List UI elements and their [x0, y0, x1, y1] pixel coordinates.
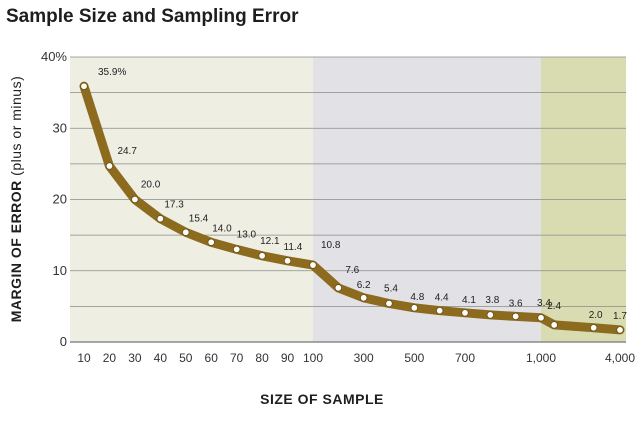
x-tick-label: 60 — [205, 351, 219, 365]
x-tick-label: 100 — [303, 351, 323, 365]
y-tick-label: 20 — [53, 192, 67, 207]
data-label: 14.0 — [212, 223, 232, 234]
series-line — [79, 81, 625, 335]
data-point — [105, 162, 114, 170]
data-label: 2.0 — [589, 310, 603, 321]
data-label: 11.4 — [284, 242, 303, 253]
x-tick-label: 4,000 — [605, 351, 635, 365]
data-point — [80, 82, 88, 90]
data-label: 2.4 — [547, 301, 561, 312]
y-tick-label: 10 — [53, 263, 67, 278]
x-tick-label: 1,000 — [526, 351, 556, 365]
gridlines — [70, 56, 626, 343]
chart-title: Sample Size and Sampling Error — [6, 6, 299, 27]
data-label: 4.4 — [435, 293, 449, 304]
data-point — [550, 321, 558, 329]
x-tick-label: 90 — [281, 351, 295, 365]
y-axis-title-sub: (plus or minus) — [8, 76, 24, 176]
data-labels: 35.9% 24.7 20.017.3 15.414.0 13.012.1 11.4 10.… — [98, 67, 627, 322]
data-point — [385, 299, 393, 308]
x-tick-label: 30 — [128, 351, 142, 365]
y-axis-ticks: 0 10 20 30 40% — [41, 49, 67, 349]
data-point — [156, 215, 165, 223]
data-point — [486, 311, 495, 319]
data-label: 35.9% — [98, 67, 126, 78]
data-point — [537, 314, 545, 322]
data-point — [207, 238, 215, 246]
data-point — [232, 245, 241, 254]
data-point — [461, 309, 469, 317]
data-label: 4.8 — [410, 292, 424, 303]
data-label: 12.1 — [260, 236, 280, 247]
data-label: 1.7 — [613, 311, 627, 322]
data-point — [283, 257, 292, 265]
data-label: 3.6 — [509, 298, 523, 309]
data-label: 13.0 — [237, 229, 257, 240]
data-point — [511, 312, 520, 321]
data-label: 10.8 — [321, 240, 341, 251]
x-tick-label: 40 — [154, 351, 168, 365]
data-label: 6.2 — [357, 280, 371, 291]
data-point — [182, 228, 190, 236]
x-tick-label: 70 — [230, 351, 244, 365]
data-label: 7.6 — [345, 265, 359, 276]
y-axis-title-main: MARGIN OF ERROR — [8, 180, 24, 322]
x-tick-label: 300 — [354, 351, 374, 365]
y-tick-label: 40% — [41, 49, 67, 64]
x-tick-label: 500 — [404, 351, 424, 365]
x-axis-title: SIZE OF SAMPLE — [260, 391, 384, 407]
y-axis-title: MARGIN OF ERROR (plus or minus) — [8, 76, 24, 323]
data-label: 4.1 — [462, 295, 476, 306]
data-label: 15.4 — [189, 213, 209, 224]
x-tick-label: 80 — [255, 351, 269, 365]
data-point — [410, 304, 419, 312]
error-series — [79, 81, 625, 335]
data-label: 3.4 — [537, 298, 551, 309]
x-tick-label: 20 — [103, 351, 117, 365]
x-tick-label: 50 — [179, 351, 193, 365]
data-point — [359, 294, 368, 302]
data-point — [309, 261, 317, 269]
data-point — [616, 326, 624, 334]
data-label: 24.7 — [117, 146, 137, 157]
data-point — [589, 324, 598, 332]
x-axis-ticks: 10 20 30 40 50 60 70 80 90 100 300 500 700 1,000 4,000 — [77, 351, 635, 365]
data-label: 5.4 — [384, 284, 398, 295]
data-point — [334, 284, 343, 292]
y-tick-label: 30 — [53, 120, 67, 135]
x-tick-label: 10 — [77, 351, 91, 365]
data-label: 17.3 — [164, 200, 184, 211]
data-point — [131, 195, 139, 204]
y-tick-label: 0 — [60, 334, 67, 349]
data-label: 20.0 — [141, 180, 161, 191]
x-tick-label: 700 — [455, 351, 475, 365]
data-points — [80, 82, 624, 334]
data-point — [258, 252, 266, 260]
data-point — [435, 306, 444, 315]
data-label: 3.8 — [485, 295, 499, 306]
